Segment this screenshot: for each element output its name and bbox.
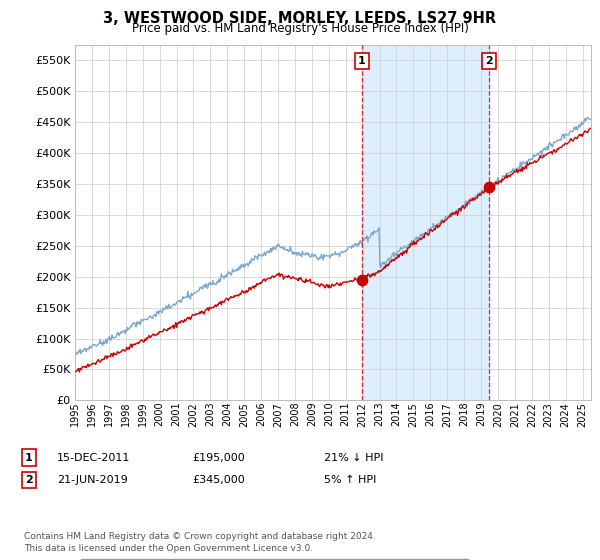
Point bbox=[357, 276, 367, 284]
Text: Price paid vs. HM Land Registry's House Price Index (HPI): Price paid vs. HM Land Registry's House … bbox=[131, 22, 469, 35]
Text: 21-JUN-2019: 21-JUN-2019 bbox=[57, 475, 128, 485]
Text: 2: 2 bbox=[25, 475, 32, 485]
Text: 1: 1 bbox=[358, 56, 366, 66]
Text: Contains HM Land Registry data © Crown copyright and database right 2024.
This d: Contains HM Land Registry data © Crown c… bbox=[24, 533, 376, 553]
Text: 15-DEC-2011: 15-DEC-2011 bbox=[57, 452, 130, 463]
Text: 21% ↓ HPI: 21% ↓ HPI bbox=[324, 452, 383, 463]
Text: 3, WESTWOOD SIDE, MORLEY, LEEDS, LS27 9HR: 3, WESTWOOD SIDE, MORLEY, LEEDS, LS27 9H… bbox=[103, 11, 497, 26]
Text: £345,000: £345,000 bbox=[192, 475, 245, 485]
Text: 1: 1 bbox=[25, 452, 32, 463]
Legend: 3, WESTWOOD SIDE, MORLEY, LEEDS, LS27 9HR (detached house), HPI: Average price, : 3, WESTWOOD SIDE, MORLEY, LEEDS, LS27 9H… bbox=[80, 559, 469, 560]
Text: 2: 2 bbox=[485, 56, 493, 66]
Text: 5% ↑ HPI: 5% ↑ HPI bbox=[324, 475, 376, 485]
Bar bbox=[362, 45, 489, 400]
Text: £195,000: £195,000 bbox=[192, 452, 245, 463]
Point bbox=[484, 183, 494, 192]
